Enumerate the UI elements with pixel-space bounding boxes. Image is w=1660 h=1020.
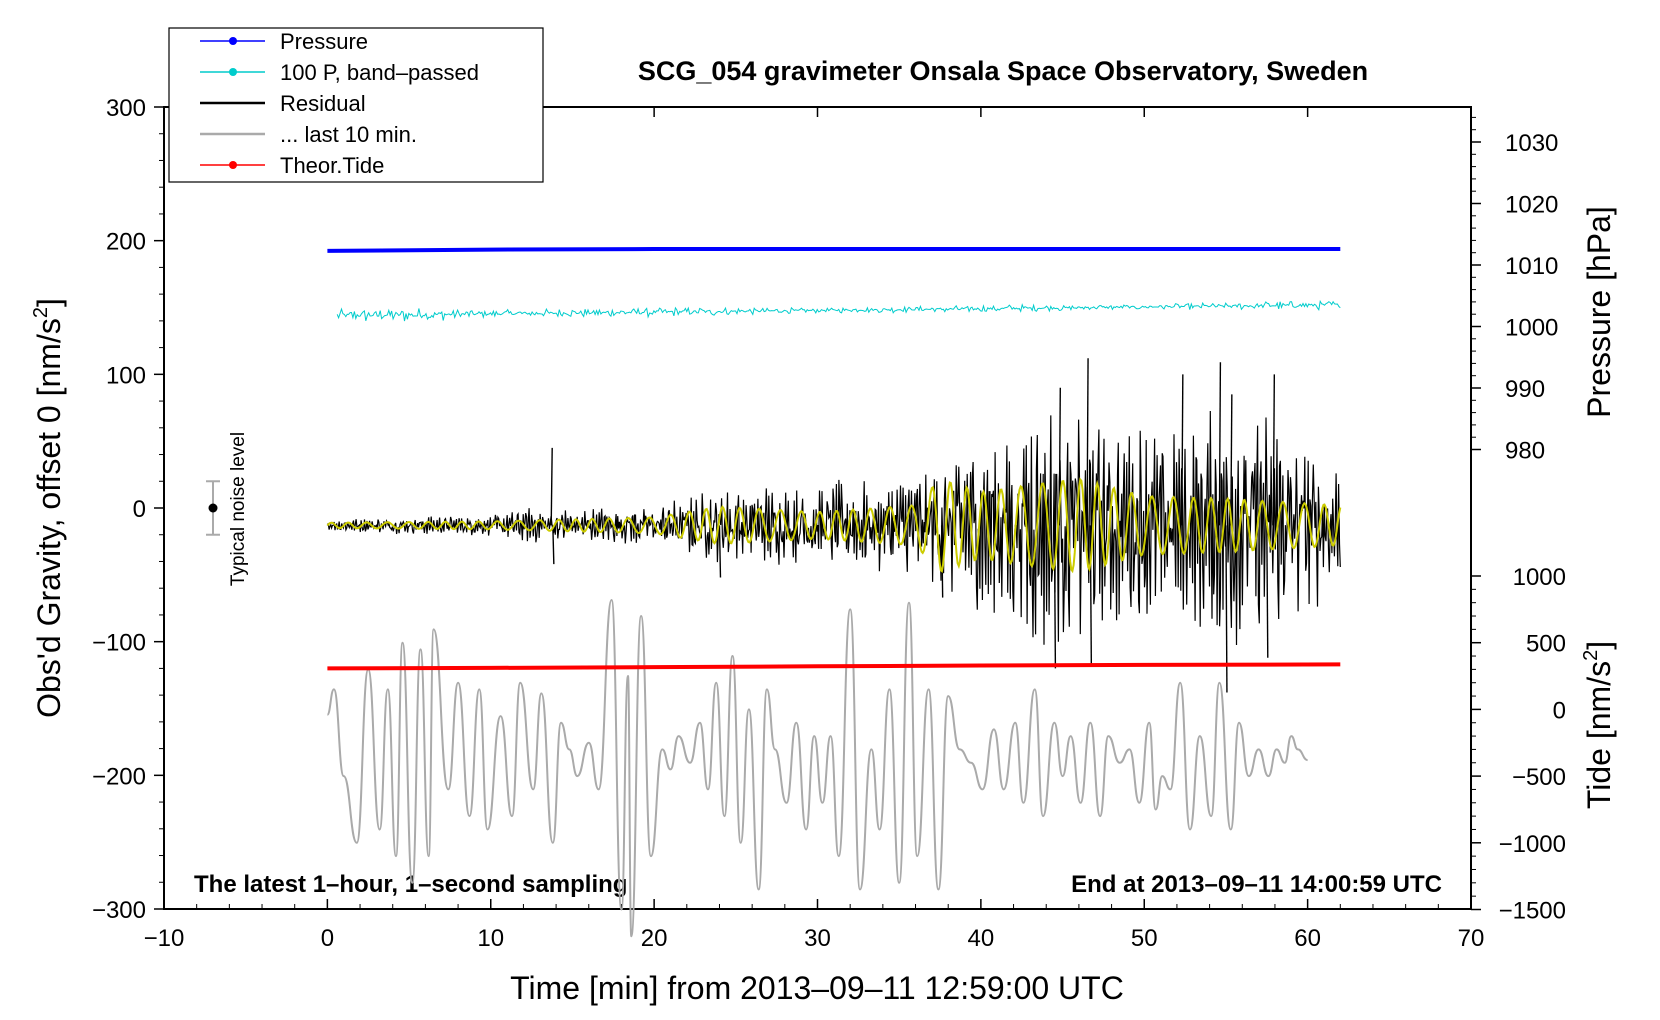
- residual-spike: [1272, 374, 1276, 526]
- data-series: [326, 247, 1342, 938]
- x-tick-label: 70: [1458, 925, 1485, 952]
- residual-spike: [1086, 358, 1089, 526]
- x-tick-label: 40: [968, 925, 995, 952]
- chart-title: SCG_054 gravimeter Onsala Space Observat…: [638, 56, 1368, 86]
- residual-spike: [718, 525, 722, 578]
- y-axis-title-tide-main: Tide [nm/s: [1581, 661, 1617, 809]
- residual-spike: [1089, 525, 1093, 666]
- residual-spike: [940, 525, 944, 598]
- series-last-10-min: [326, 598, 1308, 938]
- y-axis-title-tide-close: ]: [1581, 641, 1617, 650]
- series-theor-tide: [327, 662, 1341, 671]
- y-axis-title-left-close: ]: [31, 298, 67, 307]
- pressure-tick-label: 990: [1505, 376, 1545, 403]
- series-residual: [326, 410, 1341, 646]
- y-tick-label: 200: [106, 229, 146, 256]
- series-pressure: [327, 247, 1341, 253]
- legend-label: Residual: [280, 91, 366, 116]
- axis-ticks: −10 0 10 20 30 40 50 60 703002001000−100−200−300…: [92, 95, 1566, 952]
- tide-tick-label: 0: [1553, 697, 1566, 724]
- legend: Pressure 100 P, band–passed Residual ... la…: [168, 27, 544, 183]
- y-axis-title-left: Obs'd Gravity, offset 0 [nm/s2]: [30, 298, 67, 718]
- legend-label: Pressure: [280, 29, 368, 54]
- y-tick-label: 300: [106, 95, 146, 122]
- x-tick-label: 0: [321, 925, 334, 952]
- noise-center-dot: [208, 503, 218, 513]
- x-tick-label: 30: [804, 925, 831, 952]
- residual-spike: [1053, 525, 1057, 669]
- noise-indicator: [206, 480, 221, 536]
- y-axis-title-tide: Tide [nm/s2]: [1580, 641, 1617, 809]
- x-axis-title: Time [min] from 2013–09–11 12:59:00 UTC: [510, 970, 1124, 1006]
- legend-marker: [229, 68, 237, 76]
- pressure-tick-label: 1010: [1505, 253, 1558, 280]
- y-tick-label: −100: [92, 630, 146, 657]
- residual-spike: [1230, 394, 1233, 526]
- pressure-tick-label: 1000: [1505, 315, 1558, 342]
- residual-spike: [1266, 525, 1269, 658]
- noise-label: Typical noise level: [228, 432, 249, 586]
- legend-label: 100 P, band–passed: [280, 60, 479, 85]
- y-axis-title-left-sup: 2: [30, 307, 52, 318]
- legend-marker: [229, 37, 237, 45]
- x-tick-label: −10: [144, 925, 185, 952]
- residual-spike: [1218, 362, 1222, 526]
- series-residual-band-passed: [326, 477, 1342, 574]
- x-tick-label: 10: [477, 925, 504, 952]
- pressure-tick-label: 1030: [1505, 130, 1558, 157]
- residual-spike: [1225, 525, 1228, 693]
- tide-tick-label: −1000: [1499, 831, 1566, 858]
- pressure-tick-label: 980: [1505, 438, 1545, 465]
- note-end-time: End at 2013–09–11 14:00:59 UTC: [1071, 871, 1442, 898]
- legend-label: Theor.Tide: [280, 153, 384, 178]
- y-axis-title-left-main: Obs'd Gravity, offset 0 [nm/s: [31, 318, 67, 718]
- y-tick-label: 100: [106, 362, 146, 389]
- residual-spike: [552, 525, 555, 565]
- y-tick-label: −300: [92, 897, 146, 924]
- x-tick-label: 60: [1294, 925, 1321, 952]
- tide-tick-label: −500: [1512, 764, 1566, 791]
- x-tick-label: 20: [641, 925, 668, 952]
- legend-entries: Pressure 100 P, band–passed Residual ... la…: [200, 29, 479, 178]
- legend-box: [168, 27, 544, 183]
- y-axis-title-tide-sup: 2: [1580, 650, 1602, 661]
- residual-spike: [1181, 374, 1184, 526]
- tide-tick-label: 500: [1526, 631, 1566, 658]
- pressure-tick-label: 1020: [1505, 192, 1558, 219]
- x-tick-label: 50: [1131, 925, 1158, 952]
- y-axis-title-pressure: Pressure [hPa]: [1581, 206, 1617, 418]
- tide-tick-label: 1000: [1513, 564, 1566, 591]
- legend-marker: [229, 161, 237, 169]
- tide-tick-label: −1500: [1499, 898, 1566, 925]
- y-tick-label: −200: [92, 763, 146, 790]
- y-tick-label: 0: [133, 496, 146, 523]
- legend-label: ... last 10 min.: [280, 122, 417, 147]
- residual-spike: [550, 447, 553, 526]
- series-pressure-band-passed: [336, 299, 1341, 322]
